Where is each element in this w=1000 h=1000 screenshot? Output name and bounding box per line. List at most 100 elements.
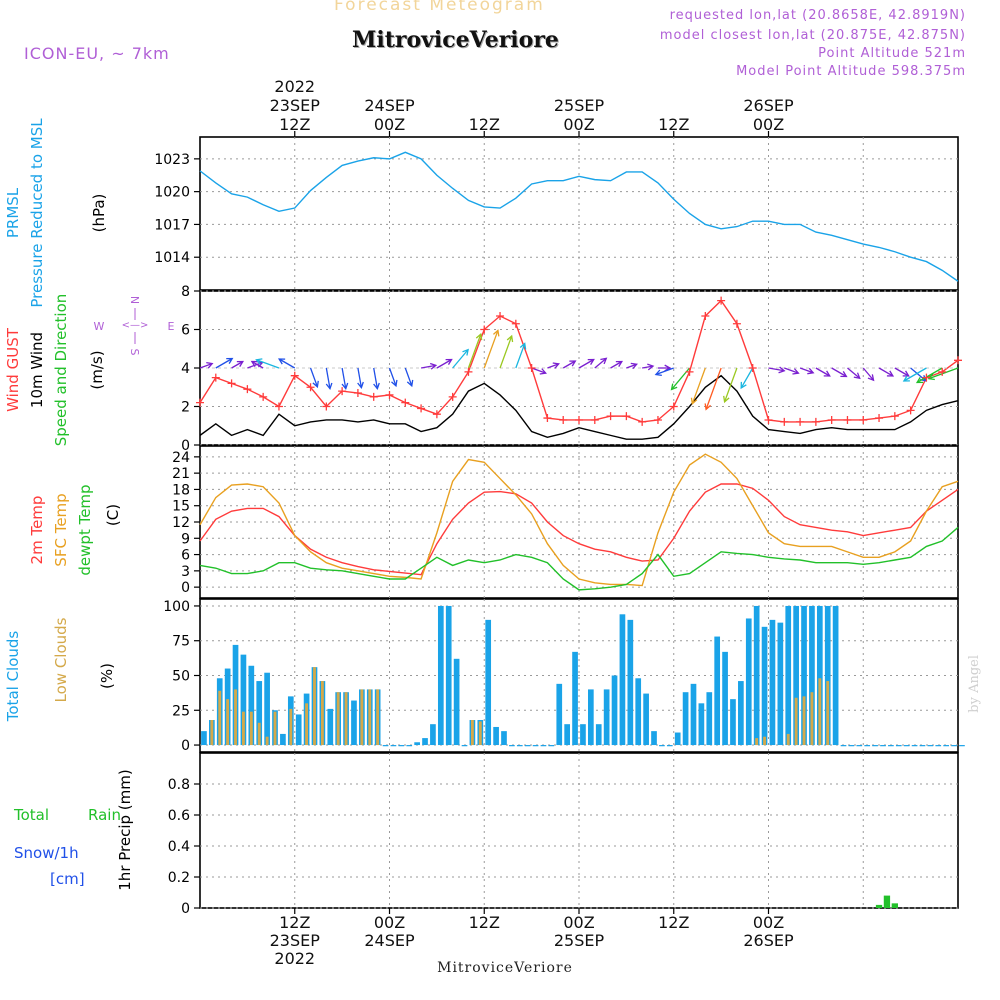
gust-marker-23 — [559, 415, 568, 424]
total-cloud-bar-88 — [895, 745, 902, 747]
wind-arrow-0 — [199, 362, 213, 369]
wind-arrow-25 — [594, 357, 607, 369]
wind-arrow-head-4 — [250, 360, 258, 367]
axis-label-0-1: Pressure Reduced to MSL — [28, 118, 46, 308]
total-cloud-bar-0 — [201, 731, 207, 746]
low-cloud-bar-5 — [242, 711, 245, 746]
total-cloud-bar-43 — [540, 745, 547, 747]
gust-marker-6 — [290, 371, 299, 380]
total-cloud-bar-27 — [414, 742, 420, 746]
low-cloud-bar-22 — [376, 689, 380, 746]
total-cloud-bar-90 — [911, 745, 918, 747]
total-cloud-bar-41 — [524, 745, 531, 747]
ytick-label-2-6: 18 — [172, 482, 190, 498]
top-time-label-5-1: 00Z — [753, 115, 784, 134]
bottom-time-label-5-1: 26SEP — [743, 931, 794, 950]
wind-arrow-1 — [215, 357, 233, 369]
total-cloud-bar-74 — [785, 605, 792, 746]
total-cloud-bar-6 — [248, 665, 255, 746]
wind-arrow-33 — [705, 367, 722, 410]
total-cloud-bar-81 — [840, 745, 847, 747]
ytick-label-2-4: 12 — [172, 515, 190, 531]
wind-arrow-head-21 — [539, 368, 547, 375]
total-cloud-bar-61 — [682, 692, 689, 746]
total-cloud-bar-89 — [903, 745, 910, 747]
axis-label-3-1: Low Clouds — [52, 617, 70, 702]
wind-arrow-head-20 — [519, 342, 527, 350]
low-cloud-bar-4 — [234, 689, 237, 746]
wind-arrow-head-8 — [325, 382, 333, 391]
wind-arrow-41 — [847, 367, 861, 379]
wind-arrow-16 — [452, 349, 469, 369]
gust-marker-13 — [401, 398, 410, 407]
top-time-label-2-0: 12Z — [469, 115, 500, 134]
wind-arrow-30 — [655, 367, 674, 376]
total-cloud-bar-85 — [872, 745, 878, 747]
gust-marker-46 — [922, 373, 931, 382]
total-cloud-bar-65 — [714, 636, 721, 746]
wind-arrow-18 — [483, 330, 499, 369]
wind-arrow-head-48 — [927, 373, 935, 381]
wind-arrow-43 — [878, 367, 894, 377]
gust-marker-29 — [653, 415, 662, 424]
low-cloud-bar-2 — [218, 690, 222, 746]
wind-arrow-head-29 — [664, 364, 672, 372]
wind-arrow-42 — [862, 367, 875, 381]
wind-arrow-24 — [578, 358, 595, 369]
total-cloud-bar-67 — [730, 699, 736, 746]
compass-center: <—> — [122, 320, 149, 331]
gust-marker-45 — [906, 406, 915, 415]
bottom-time-label-1-1: 24SEP — [364, 931, 415, 950]
low-cloud-bar-71 — [763, 736, 766, 746]
wind-arrow-37 — [784, 367, 799, 374]
total-cloud-bar-71 — [761, 626, 768, 746]
gust-marker-15 — [432, 410, 441, 419]
total-cloud-bar-45 — [556, 683, 563, 746]
total-cloud-bar-24 — [390, 745, 397, 747]
wind-arrow-head-44 — [902, 370, 910, 377]
wind-arrow-head-14 — [429, 362, 438, 370]
wind-arrow-head-0 — [206, 362, 214, 369]
wind-arrow-head-40 — [840, 371, 848, 378]
wind-arrow-13 — [404, 367, 413, 387]
wind-arrow-27 — [626, 363, 637, 369]
total-cloud-bar-28 — [422, 738, 428, 746]
low-cloud-bar-15 — [320, 681, 324, 746]
wind-arrow-2 — [231, 360, 244, 369]
ytick-label-4-2: 0.4 — [168, 839, 190, 855]
low-cloud-bar-20 — [360, 689, 364, 746]
gust-marker-33 — [717, 296, 726, 305]
ytick-label-3-0: 0 — [181, 738, 190, 754]
wind-arrow-head-27 — [630, 362, 638, 370]
forecast-title: Forecast Meteogram — [334, 0, 545, 15]
wind-arrow-6 — [278, 358, 296, 369]
wind-arrow-head-13 — [406, 379, 414, 388]
gust-marker-27 — [622, 412, 631, 421]
wind-arrow-head-39 — [823, 370, 831, 377]
ytick-label-3-3: 75 — [172, 634, 190, 650]
ytick-label-3-1: 25 — [172, 703, 190, 719]
wind-arrow-38 — [799, 367, 814, 374]
total-cloud-bar-19 — [351, 700, 357, 746]
total-cloud-bar-5 — [240, 654, 247, 746]
series-line-1-0 — [199, 299, 959, 423]
total-cloud-bar-60 — [674, 732, 681, 746]
total-cloud-bar-16 — [327, 708, 334, 746]
wind-arrow-head-28 — [647, 363, 655, 371]
gust-marker-28 — [638, 417, 647, 426]
wind-arrow-21 — [531, 367, 546, 374]
wind-arrow-head-15 — [445, 358, 453, 365]
wind-arrow-17 — [467, 333, 482, 369]
wind-arrow-head-26 — [615, 360, 624, 367]
gust-marker-5 — [274, 402, 283, 411]
gust-marker-41 — [843, 415, 852, 424]
series-line-2-1 — [199, 453, 959, 587]
total-cloud-bar-31 — [445, 605, 452, 746]
wind-arrow-head-30 — [654, 369, 662, 377]
wind-arrow-head-36 — [778, 366, 786, 374]
low-cloud-bar-7 — [257, 722, 261, 746]
ytick-label-1-4: 8 — [181, 284, 190, 300]
total-cloud-bar-76 — [801, 605, 807, 746]
wind-arrow-head-17 — [475, 332, 483, 341]
gust-marker-24 — [575, 415, 583, 424]
